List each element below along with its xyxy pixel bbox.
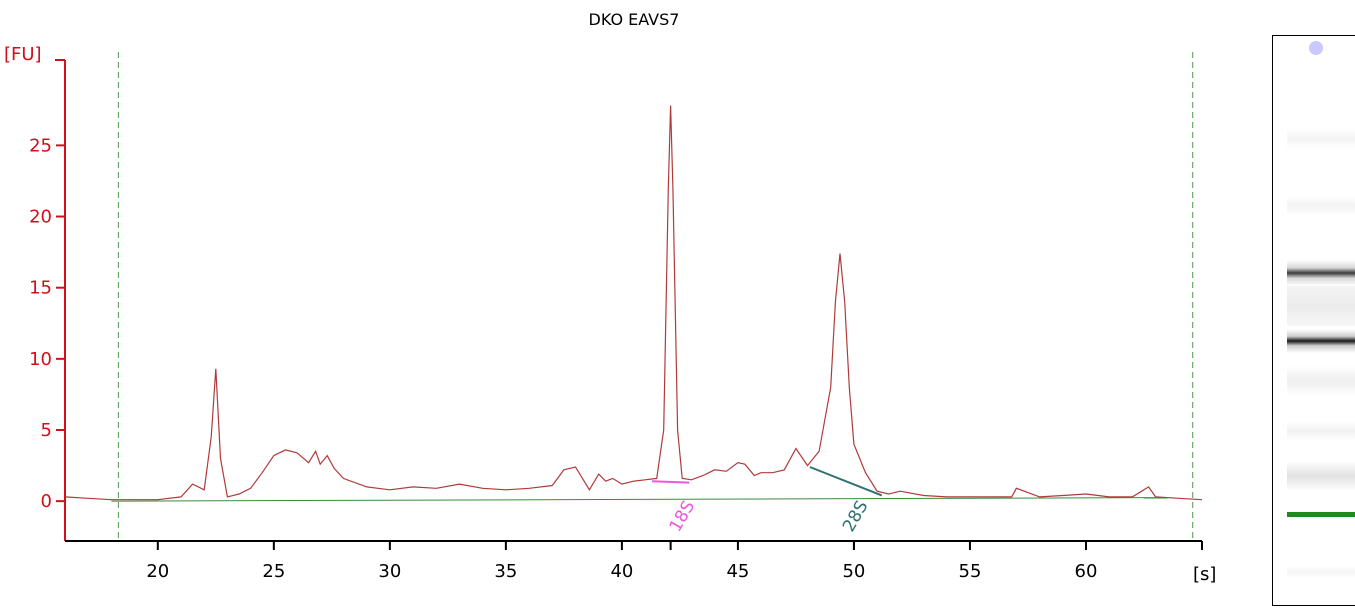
gel-band-faint-2: [1287, 196, 1355, 216]
x-tick-label-40: 40: [610, 561, 633, 582]
gel-upper-marker-dot: [1309, 41, 1323, 55]
chart-title: DKO EAVS7: [589, 10, 680, 29]
gel-band-faint-4: [1287, 566, 1355, 578]
gel-band-smear-1: [1287, 286, 1355, 326]
gel-band-lower-marker: [1287, 512, 1355, 517]
baseline-line: [111, 497, 1168, 502]
peak-label-28s: 28S: [839, 497, 873, 535]
y-axis-unit-label: [FU]: [4, 44, 42, 65]
gel-band-faint-3: [1287, 421, 1355, 441]
y-tick-label-5: 5: [41, 420, 52, 441]
x-axis-unit-label: [s]: [1193, 564, 1216, 585]
y-tick-label-0: 0: [41, 491, 52, 512]
gel-band-28s: [1287, 260, 1355, 286]
gel-band-faint-1: [1287, 128, 1355, 150]
electropherogram-chart: DKO EAVS7 18S 28S 0 5 10 15 20 25 20 25 30 35 40 45 5…: [4, 10, 1216, 585]
x-tick-label-55: 55: [959, 561, 982, 582]
gel-image-lane: [1272, 35, 1355, 606]
x-tick-label-45: 45: [726, 561, 749, 582]
gel-band-18s: [1287, 329, 1355, 353]
y-tick-label-10: 10: [29, 349, 52, 370]
y-tick-label-15: 15: [29, 278, 52, 299]
x-tick-label-25: 25: [262, 561, 285, 582]
y-tick-label-25: 25: [29, 135, 52, 156]
x-tick-label-60: 60: [1075, 561, 1098, 582]
x-tick-label-20: 20: [146, 561, 169, 582]
gel-band-smear-3: [1287, 461, 1355, 491]
gel-band-smear-2: [1287, 366, 1355, 396]
trace-line: [64, 105, 1203, 501]
peak-28s-baseline: [809, 466, 883, 497]
peak-18s-baseline: [652, 480, 690, 484]
peak-label-18s: 18S: [666, 497, 700, 535]
x-tick-label-50: 50: [842, 561, 865, 582]
y-tick-label-20: 20: [29, 207, 52, 228]
x-tick-label-30: 30: [378, 561, 401, 582]
x-tick-label-35: 35: [494, 561, 517, 582]
